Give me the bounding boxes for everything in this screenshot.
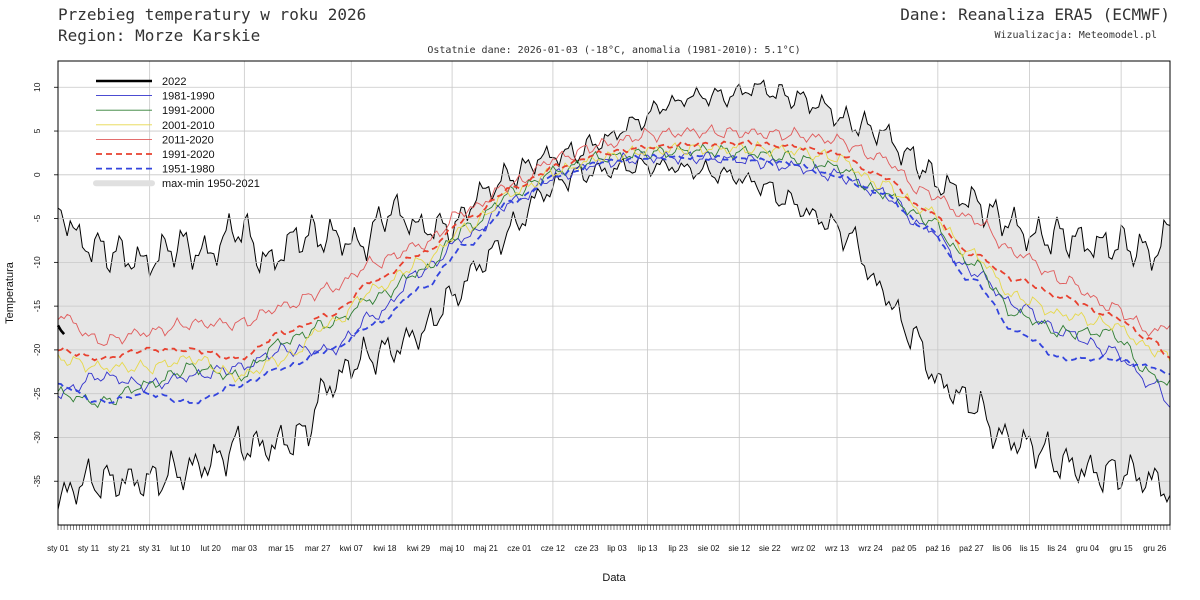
- y-tick-label: 10: [32, 82, 42, 92]
- x-tick-label: lip 23: [668, 544, 688, 553]
- y-tick-label: -30: [32, 431, 42, 444]
- x-axis-title: Data: [602, 572, 626, 584]
- x-tick-label: kwi 07: [340, 544, 364, 553]
- x-tick-label: lis 06: [992, 544, 1012, 553]
- x-tick-label: wrz 13: [824, 544, 850, 553]
- x-tick-label: kwi 29: [407, 544, 431, 553]
- x-tick-label: gru 26: [1143, 544, 1167, 553]
- x-tick-label: sty 01: [47, 544, 69, 553]
- band-fill-max-min: [58, 80, 1170, 510]
- x-tick-label: sie 02: [698, 544, 720, 553]
- source-label: Dane: Reanaliza ERA5 (ECMWF): [900, 5, 1170, 24]
- credit-label: Wizualizacja: Meteomodel.pl: [994, 30, 1157, 41]
- series-line-2022: [56, 324, 66, 336]
- y-tick-label: 5: [32, 128, 42, 133]
- x-tick-label: maj 21: [473, 544, 498, 553]
- x-tick-label: paź 27: [959, 544, 984, 553]
- band-min-line: [57, 156, 1171, 510]
- x-tick-label: sty 21: [108, 544, 130, 553]
- x-tick-label: maj 10: [440, 544, 465, 553]
- series-line-2001-2010: [57, 140, 1171, 383]
- title-line2: Region: Morze Karskie: [58, 26, 260, 45]
- x-tick-label: sty 31: [139, 544, 161, 553]
- y-tick-label: 0: [32, 172, 42, 177]
- legend: 2022 1981-1990 1991-2000 2001-2010 2011-2020…: [93, 76, 260, 190]
- legend-label-1991-2000: 1991-2000: [162, 105, 215, 117]
- y-tick-label: -20: [32, 343, 42, 356]
- x-tick-label: kwi 18: [373, 544, 397, 553]
- legend-label-2022: 2022: [162, 76, 186, 88]
- x-tick-label: lut 10: [170, 544, 190, 553]
- x-tick-label: sie 22: [759, 544, 781, 553]
- x-tick-label: lis 24: [1047, 544, 1067, 553]
- x-tick-label: mar 27: [305, 544, 331, 553]
- legend-label-1981-1990: 1981-1990: [162, 91, 215, 103]
- legend-label-max-min 1950-2021: max-min 1950-2021: [162, 178, 260, 190]
- y-tick-label: -25: [32, 387, 42, 400]
- x-tick-label: wrz 24: [858, 544, 884, 553]
- chart-subtitle: Ostatnie dane: 2026-01-03 (-18°C, anomal…: [427, 45, 800, 56]
- y-tick-label: -35: [32, 475, 42, 488]
- legend-label-1991-2020: 1991-2020: [162, 149, 215, 161]
- legend-label-2011-2020: 2011-2020: [162, 134, 214, 146]
- x-tick-label: lis 15: [1020, 544, 1040, 553]
- x-tick-label: mar 03: [232, 544, 258, 553]
- x-tick-label: cze 23: [574, 544, 599, 553]
- plot-area: 10 5 0 -5 -10 -15 -20 -25 -30 -35 sty 01 sty 11 sty …: [32, 60, 1171, 553]
- x-tick-label: lip 13: [638, 544, 658, 553]
- series-line-2011-2020: [57, 123, 1171, 346]
- x-tick-label: sie 12: [728, 544, 750, 553]
- legend-label-1951-1980: 1951-1980: [162, 164, 215, 176]
- x-tick-label: lut 20: [201, 544, 221, 553]
- x-tick-label: sty 11: [78, 544, 100, 553]
- y-axis-title: Temperatura: [4, 261, 16, 324]
- x-tick-label: lip 03: [607, 544, 627, 553]
- x-tick-label: mar 15: [268, 544, 294, 553]
- y-tick-label: -5: [32, 215, 42, 223]
- y-tick-label: -10: [32, 256, 42, 269]
- x-tick-label: cze 12: [541, 544, 566, 553]
- legend-label-2001-2010: 2001-2010: [162, 120, 215, 132]
- x-tick-label: gru 15: [1110, 544, 1134, 553]
- series-line-1991-2000: [57, 143, 1171, 409]
- title-line1: Przebieg temperatury w roku 2026: [58, 5, 366, 24]
- x-tick-label: gru 04: [1076, 544, 1100, 553]
- y-tick-label: -15: [32, 300, 42, 313]
- x-tick-label: wrz 02: [790, 544, 816, 553]
- x-tick-label: paź 05: [892, 544, 917, 553]
- x-tick-label: cze 01: [507, 544, 532, 553]
- x-tick-label: paź 16: [926, 544, 951, 553]
- series-line-1991-2020: [57, 139, 1171, 362]
